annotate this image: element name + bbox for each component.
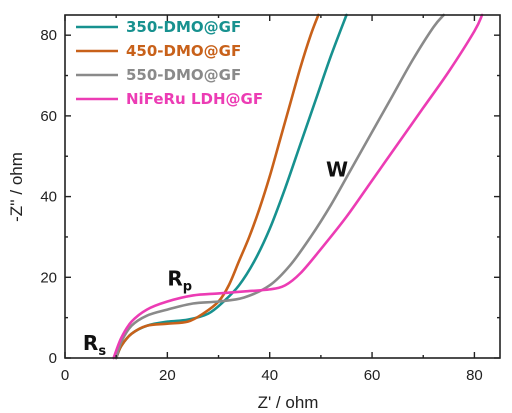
y-tick-label: 40	[40, 189, 57, 206]
y-tick-label: 0	[49, 350, 57, 367]
annotations: W Rp Rs	[83, 157, 348, 359]
series-line-3	[112, 13, 484, 360]
legend-entry-2: 550-DMO@GF	[126, 66, 241, 84]
series-line-1	[114, 13, 320, 360]
series-line-2	[114, 13, 446, 360]
annotation-1: Rp	[167, 266, 192, 294]
y-tick-label: 80	[40, 27, 57, 44]
axes-layer: 0 20 40 60 80 0 20 40 60 80	[40, 14, 501, 384]
legend: 350-DMO@GF 450-DMO@GF 550-DMO@GF NiFeRu LDH…	[76, 18, 263, 108]
legend-entry-3: NiFeRu LDH@GF	[126, 90, 263, 108]
x-tick-label: 0	[61, 367, 69, 384]
series-layer	[112, 13, 484, 360]
y-tick-label: 60	[40, 108, 57, 125]
annotation-0: W	[326, 157, 348, 181]
x-tick-label: 40	[261, 367, 278, 384]
plot-frame	[64, 14, 501, 359]
x-tick-label: 20	[159, 367, 176, 384]
x-tick-label: 60	[364, 367, 381, 384]
annotation-subscript: s	[98, 344, 106, 359]
annotation-2: Rs	[83, 331, 106, 359]
legend-entry-0: 350-DMO@GF	[126, 18, 241, 36]
y-axis-label: -Z'' / ohm	[7, 152, 26, 222]
annotation-subscript: p	[183, 279, 192, 294]
legend-entry-1: 450-DMO@GF	[126, 42, 241, 60]
x-axis-label: Z' / ohm	[258, 393, 319, 412]
y-tick-label: 20	[40, 269, 57, 286]
x-tick-label: 80	[466, 367, 483, 384]
